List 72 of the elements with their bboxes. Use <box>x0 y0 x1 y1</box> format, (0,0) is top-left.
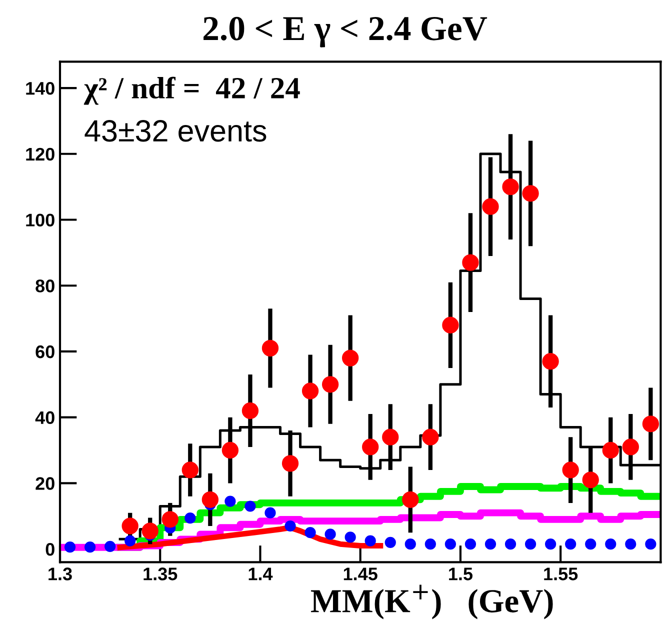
point <box>645 538 656 550</box>
chart-title: 2.0 < E γ < 2.4 GeV <box>204 16 488 48</box>
point <box>402 491 419 508</box>
point <box>242 402 259 420</box>
point <box>364 535 376 546</box>
point <box>184 512 196 524</box>
point <box>64 542 76 553</box>
point <box>362 438 379 456</box>
point <box>382 428 399 446</box>
point <box>582 472 599 488</box>
annotation: 43±32 events <box>84 120 266 142</box>
point <box>282 455 299 472</box>
point <box>304 527 316 538</box>
y-tick-label: 40 <box>35 411 54 424</box>
y-tick-label: 140 <box>26 82 54 95</box>
point <box>585 538 596 550</box>
point <box>542 353 559 370</box>
point <box>462 254 479 271</box>
point <box>562 462 579 478</box>
point <box>524 538 536 550</box>
x-tick-label: 1.4 <box>248 568 273 580</box>
point <box>565 538 576 550</box>
point <box>484 538 496 550</box>
point <box>142 522 158 540</box>
point <box>162 511 178 528</box>
x-tick-label: 1.35 <box>144 568 178 580</box>
point <box>622 438 639 456</box>
x-tick-label: 1.5 <box>449 568 472 580</box>
point <box>264 507 276 518</box>
y-tick-label: 120 <box>26 148 54 161</box>
point <box>605 538 616 550</box>
y-tick-label: 20 <box>36 477 54 490</box>
point <box>124 535 136 546</box>
point <box>324 528 336 540</box>
point <box>404 538 416 550</box>
point <box>384 536 396 548</box>
y-tick-label: 100 <box>26 214 54 226</box>
point <box>444 538 456 550</box>
point <box>222 442 239 459</box>
point <box>522 185 539 202</box>
point <box>545 538 556 550</box>
point <box>244 500 256 512</box>
x-tick-label: 1.55 <box>544 568 578 580</box>
x-tick-label: 1.3 <box>48 568 72 580</box>
point <box>202 491 219 508</box>
point <box>284 520 296 532</box>
point <box>502 178 519 196</box>
point <box>342 350 359 366</box>
point <box>504 538 516 550</box>
y-tick-label: 0 <box>46 542 54 556</box>
annotation: χ² / ndf = 42 / 24 <box>84 76 300 105</box>
point <box>602 442 619 459</box>
point <box>322 376 339 393</box>
point <box>224 496 236 507</box>
point <box>104 540 116 552</box>
point <box>302 382 319 400</box>
point <box>442 316 459 334</box>
point <box>422 428 439 446</box>
x-tick-label: 1.45 <box>344 568 378 580</box>
point <box>84 542 96 553</box>
point <box>122 518 138 534</box>
point <box>642 416 659 432</box>
point <box>464 538 476 550</box>
point <box>482 198 499 215</box>
x-axis-title: MM(K$^{+}$) (GeV) <box>310 584 553 620</box>
point <box>182 462 198 478</box>
point <box>344 532 356 543</box>
point <box>424 538 436 550</box>
point <box>262 340 279 357</box>
y-tick-label: 60 <box>36 345 54 358</box>
y-tick-label: 80 <box>36 280 54 292</box>
point <box>625 538 636 550</box>
